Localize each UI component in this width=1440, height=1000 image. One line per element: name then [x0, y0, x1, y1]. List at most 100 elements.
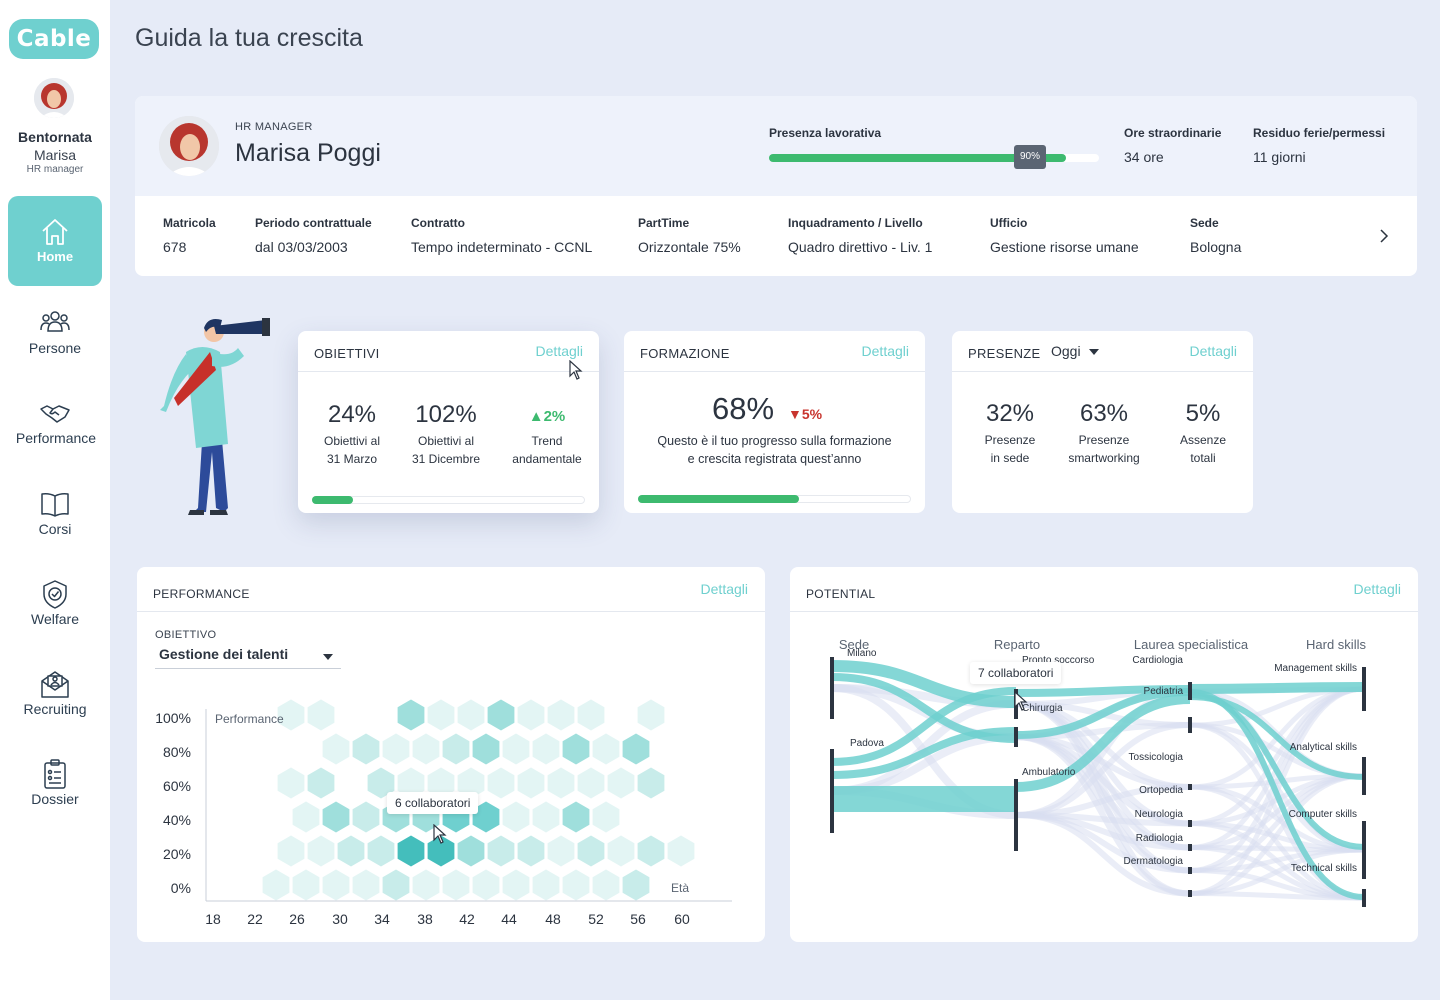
- sankey-node-label: Radiologia: [1136, 833, 1184, 844]
- y-tick-label: 80%: [163, 744, 191, 760]
- sidebar-item-label: Dossier: [31, 791, 79, 807]
- presenze-details-link[interactable]: Dettagli: [1189, 343, 1237, 359]
- sidebar-item-persone[interactable]: Persone: [8, 287, 102, 377]
- sankey-node-label: Ortopedia: [1139, 785, 1183, 796]
- sankey-node: [1014, 727, 1018, 747]
- x-tick-label: 42: [459, 911, 475, 927]
- x-tick-label: 44: [501, 911, 517, 927]
- mouse-cursor-icon: [433, 824, 447, 844]
- card-title: OBIETTIVI: [314, 346, 380, 361]
- sidebar-item-corsi[interactable]: Corsi: [8, 468, 102, 558]
- progress-fill: [312, 496, 353, 504]
- avatar[interactable]: [34, 78, 74, 118]
- sankey-flow: [1015, 734, 1191, 897]
- leave-value: 11 giorni: [1253, 149, 1306, 165]
- presence-badge: 90%: [1014, 145, 1046, 169]
- chevron-right-icon[interactable]: [1377, 226, 1391, 246]
- hex-bin: [517, 835, 545, 867]
- objective-select[interactable]: Gestione dei talenti: [155, 643, 341, 669]
- hex-bin: [607, 835, 635, 867]
- sankey-node: [1014, 779, 1018, 851]
- hex-bin: [592, 733, 620, 765]
- potential-details-link[interactable]: Dettagli: [1353, 581, 1401, 597]
- hex-bin: [397, 767, 425, 799]
- sankey-flow: [1015, 812, 1191, 897]
- sidebar-item-label: Persone: [28, 340, 82, 356]
- sidebar-item-home[interactable]: Home: [8, 196, 102, 286]
- divider: [137, 611, 765, 612]
- sidebar-item-welfare[interactable]: Welfare: [8, 558, 102, 648]
- hex-bin: [457, 835, 485, 867]
- sankey-flow-highlight: [1189, 689, 1365, 900]
- sankey-node-label: Pediatria: [1144, 686, 1184, 697]
- user-role: HR manager: [26, 164, 84, 175]
- hex-bin: [382, 869, 410, 901]
- sankey-node-label: Pronto soccorso: [1022, 655, 1095, 666]
- sankey-node: [1188, 682, 1192, 700]
- sidebar-item-label: Corsi: [38, 521, 72, 537]
- people-icon: [40, 311, 70, 332]
- chart-tooltip: 7 collaboratori: [970, 662, 1062, 684]
- x-tick-label: 38: [417, 911, 433, 927]
- obiettivi-card: OBIETTIVI Dettagli 24% Obiettivi al 31 Ma…: [298, 331, 599, 513]
- hex-bin: [667, 835, 695, 867]
- sankey-node-label: Analytical skills: [1290, 742, 1357, 753]
- sankey-node-label: Tossicologia: [1129, 752, 1184, 763]
- sankey-flow-highlight: [1015, 685, 1191, 697]
- obiettivi-details-link[interactable]: Dettagli: [535, 343, 583, 359]
- formazione-card: FORMAZIONE Dettagli 68% ▼5% Questo è il …: [624, 331, 925, 513]
- hex-bin: [457, 767, 485, 799]
- hex-bin: [562, 801, 590, 833]
- field-parttime: PartTime Orizzontale 75%: [638, 216, 741, 255]
- hex-bin: [367, 767, 395, 799]
- y-axis-label: Performance: [215, 712, 284, 726]
- profile-name: Marisa Poggi: [235, 139, 381, 167]
- formazione-trend: ▼5%: [788, 406, 823, 422]
- performance-hexbin-chart: Performance Età 0% 20% 40% 60% 80% 100% 18 22 2…: [155, 699, 732, 927]
- kpi-value: 102%: [415, 401, 477, 428]
- formazione-progress: [638, 495, 911, 503]
- hex-bin: [397, 699, 425, 731]
- potential-sankey-chart: Sede Reparto Laurea specialistica Hard skil…: [830, 637, 1366, 907]
- kpi-label: Obiettivi al 31 Marzo: [323, 434, 381, 466]
- sidebar-item-label: Recruiting: [23, 701, 87, 717]
- kpi-value: 24%: [327, 401, 377, 428]
- kpi-label: Assenze totali: [1179, 433, 1227, 465]
- hex-bin: [307, 835, 335, 867]
- hex-bin: [292, 869, 320, 901]
- presenze-filter-select[interactable]: Oggi: [1051, 343, 1099, 359]
- divider: [298, 371, 599, 372]
- sankey-node: [1362, 821, 1366, 879]
- caret-down-icon: [323, 654, 333, 660]
- profile-card: HR MANAGER Marisa Poggi Presenza lavorat…: [135, 96, 1417, 276]
- hex-bin: [547, 835, 575, 867]
- formazione-value: 68%: [711, 391, 775, 426]
- sankey-flow-highlight: [831, 687, 1017, 766]
- formazione-details-link[interactable]: Dettagli: [861, 343, 909, 359]
- hex-bin: [427, 699, 455, 731]
- user-first-name: Marisa: [33, 147, 76, 163]
- presence-progress: 90%: [769, 145, 1099, 169]
- sankey-flow-highlight: [1015, 694, 1191, 792]
- hex-bin: [517, 699, 545, 731]
- sankey-node: [1188, 867, 1192, 874]
- sankey-flow-highlight: [1015, 688, 1191, 739]
- hex-bin: [562, 869, 590, 901]
- leave-label: Residuo ferie/permessi: [1253, 126, 1386, 140]
- hex-bin: [427, 835, 455, 867]
- hex-bin: [292, 801, 320, 833]
- shield-check-icon: [43, 580, 67, 609]
- hex-bin: [637, 699, 665, 731]
- hex-bin: [472, 869, 500, 901]
- progress-fill: [638, 495, 800, 503]
- sidebar-item-performance[interactable]: Performance: [8, 377, 102, 467]
- hex-bin: [412, 733, 440, 765]
- hex-bin: [577, 699, 605, 731]
- x-tick-label: 60: [674, 911, 690, 927]
- hex-bin: [457, 699, 485, 731]
- sidebar-item-recruiting[interactable]: Recruiting: [8, 648, 102, 738]
- sidebar-item-dossier[interactable]: Dossier: [8, 738, 102, 828]
- app-logo[interactable]: Cable: [9, 19, 99, 59]
- hex-bin: [502, 801, 530, 833]
- performance-details-link[interactable]: Dettagli: [700, 581, 748, 597]
